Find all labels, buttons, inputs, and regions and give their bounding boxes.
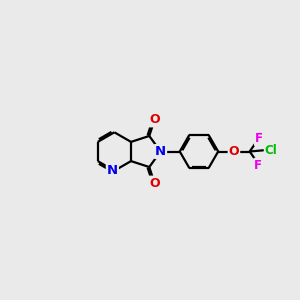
Text: O: O bbox=[149, 113, 160, 126]
Text: F: F bbox=[255, 132, 263, 145]
Text: Cl: Cl bbox=[265, 143, 278, 157]
Text: N: N bbox=[155, 145, 166, 158]
Text: O: O bbox=[149, 177, 160, 190]
Text: N: N bbox=[107, 164, 118, 177]
Text: O: O bbox=[229, 145, 239, 158]
Text: F: F bbox=[254, 159, 262, 172]
